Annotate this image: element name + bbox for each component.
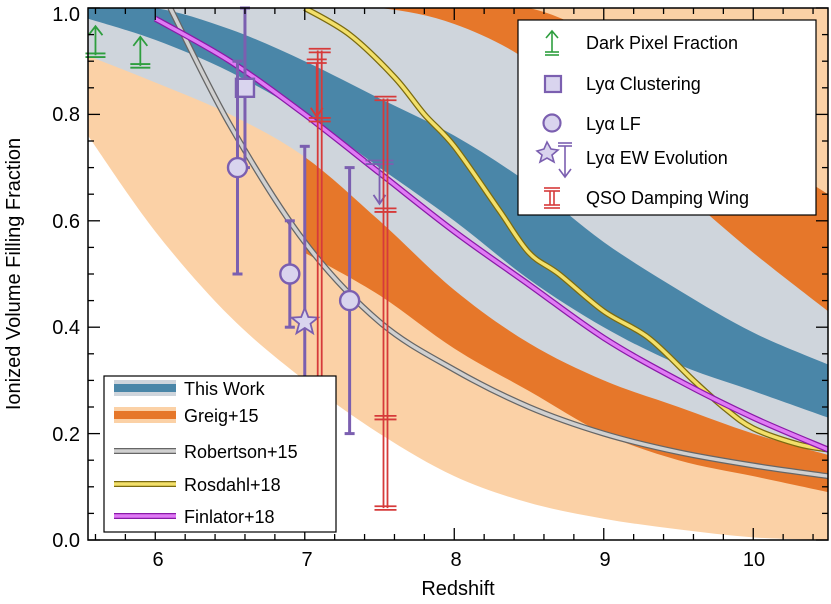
finlator-line	[154, 17, 828, 452]
legend-marker-lya-ew-arrow	[558, 142, 572, 179]
x-tick-label-9: 9	[599, 549, 610, 571]
ticks-layer	[88, 7, 828, 541]
points-layer	[85, 6, 397, 511]
point-lya_lf-5	[338, 166, 361, 436]
legend-label-this-work: This Work	[184, 379, 266, 399]
robertson-line	[168, 8, 828, 478]
legend-marker-lya-lf	[542, 113, 562, 133]
legend-upper-right-box	[517, 19, 817, 216]
legend-label-greig: Greig+15	[184, 406, 259, 426]
legend-label-dark-pixel: Dark Pixel Fraction	[586, 33, 738, 53]
legend-swatch-this-work	[114, 384, 176, 392]
rosdahl-line	[303, 8, 828, 452]
y-tick-label-1.0: 1.0	[52, 4, 80, 26]
x-tick-label-8: 8	[450, 549, 461, 571]
legend-label-lya-clustering: Lyα Clustering	[586, 74, 701, 94]
point-dark_pixel-0	[85, 24, 106, 58]
x-tick-label-10: 10	[743, 549, 765, 571]
x-tick-label-6: 6	[152, 549, 163, 571]
legend-marker-lya-ew	[535, 140, 560, 164]
y-axis-title: Ionized Volume Filling Fraction	[3, 138, 25, 410]
point-qso-10	[374, 95, 397, 511]
x-tick-label-7: 7	[301, 549, 312, 571]
legend-marker-qso	[544, 187, 560, 209]
legend-lower-left: This Work Greig+15 Robertson+15 Rosdahl+…	[103, 375, 337, 533]
legend-label-qso: QSO Damping Wing	[586, 188, 749, 208]
legend-label-finlator: Finlator+18	[184, 507, 275, 527]
legend-label-robertson: Robertson+15	[184, 442, 298, 462]
legend-swatch-greig	[114, 411, 176, 419]
point-lya_lf-4	[279, 219, 301, 329]
y-tick-label-0.8: 0.8	[52, 104, 80, 126]
lines-layer	[153, 8, 828, 480]
y-tick-label-0.0: 0.0	[52, 530, 80, 552]
legend-label-rosdahl: Rosdahl+18	[184, 475, 281, 495]
band-3	[88, 8, 828, 418]
legend-marker-lya-clustering	[543, 74, 563, 94]
point-dark_pixel-1	[130, 35, 151, 69]
legend-marker-dark-pixel	[545, 29, 559, 56]
y-tick-label-0.4: 0.4	[52, 317, 80, 339]
x-axis-title: Redshift	[421, 578, 495, 600]
legend-upper-right: Dark Pixel Fraction Lyα Clustering Lyα L…	[517, 19, 817, 216]
y-tick-label-0.2: 0.2	[52, 424, 80, 446]
point-lya_lf-3	[226, 59, 249, 276]
point-qso_extra_cap-11	[374, 414, 397, 421]
legend-label-lya-ew: Lyα EW Evolution	[586, 148, 728, 168]
legend-label-lya-lf: Lyα LF	[586, 114, 641, 134]
point-qso_upper-8	[306, 58, 327, 119]
y-tick-label-0.6: 0.6	[52, 211, 80, 233]
